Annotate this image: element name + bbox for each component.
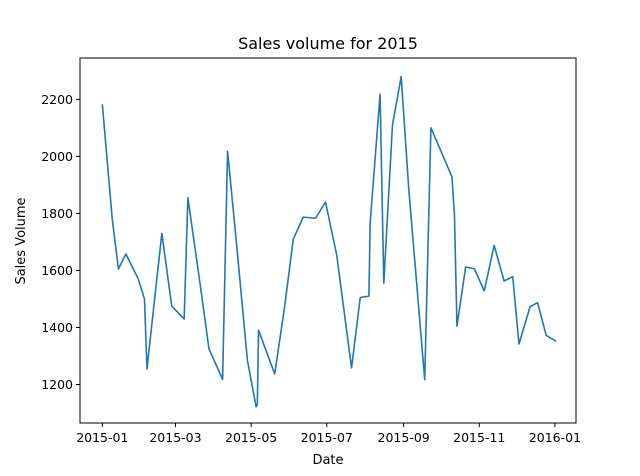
chart-title: Sales volume for 2015: [238, 34, 418, 53]
y-tick-label-2: 1600: [41, 263, 73, 278]
x-tick-label-1: 2015-03: [149, 430, 201, 445]
y-tick-label-0: 1200: [41, 377, 73, 392]
series-line-0: [101, 75, 557, 408]
x-tick-label-5: 2015-11: [453, 430, 505, 445]
plot-area: 2015-01 2015-03 2015-05 2015-07 2015-09 2015-…: [41, 57, 581, 445]
x-tick-label-6: 2016-01: [529, 430, 581, 445]
x-tick-label-0: 2015-01: [76, 430, 128, 445]
y-axis-label: Sales Volume: [14, 197, 29, 284]
y-tick-label-1: 1400: [41, 320, 73, 335]
x-axis-label: Date: [312, 453, 343, 468]
x-tick-label-2: 2015-05: [225, 430, 277, 445]
y-tick-label-4: 2000: [41, 149, 73, 164]
x-tick-label-4: 2015-09: [378, 430, 430, 445]
y-tick-label-3: 1800: [41, 206, 73, 221]
y-tick-label-5: 2200: [41, 92, 73, 107]
axes-frame: [79, 57, 577, 424]
x-tick-label-3: 2015-07: [301, 430, 353, 445]
